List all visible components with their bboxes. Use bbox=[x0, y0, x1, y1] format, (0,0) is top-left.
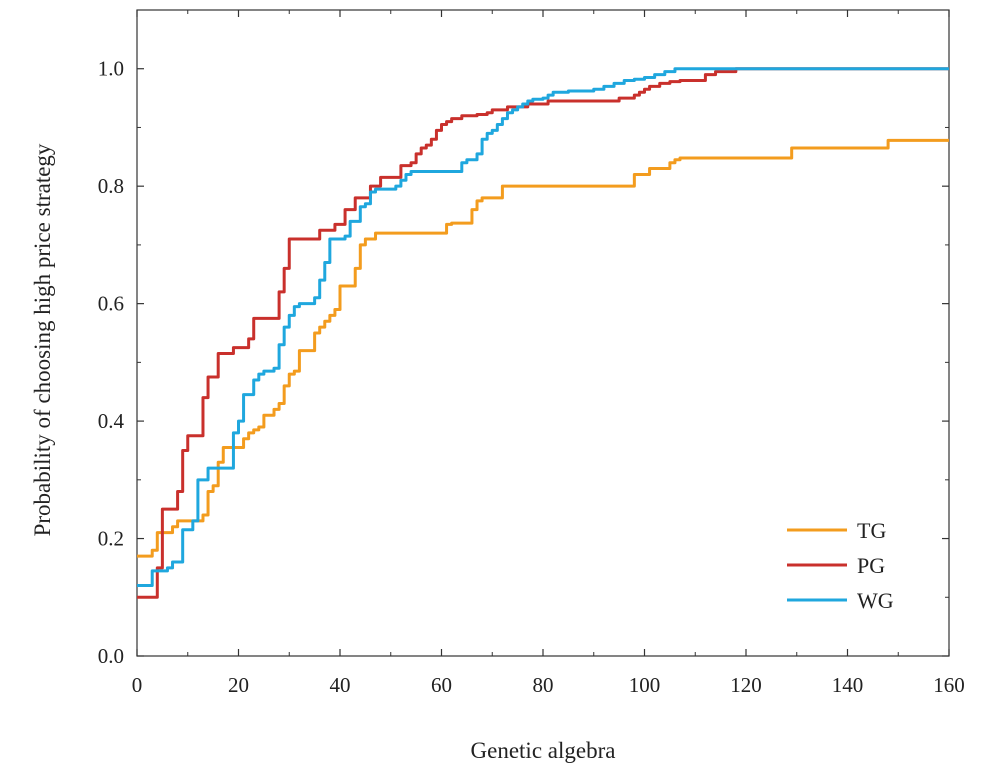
x-axis-title: Genetic algebra bbox=[471, 738, 616, 763]
x-tick-label: 20 bbox=[228, 673, 249, 697]
y-tick-label: 0.0 bbox=[98, 644, 124, 668]
y-tick-label: 0.2 bbox=[98, 527, 124, 551]
y-tick-label: 0.8 bbox=[98, 174, 124, 198]
y-tick-label: 0.4 bbox=[98, 409, 125, 433]
series-line-tg bbox=[137, 138, 949, 558]
series-lines bbox=[137, 67, 949, 599]
x-tick-label: 100 bbox=[629, 673, 661, 697]
plot-border bbox=[136, 9, 950, 657]
axis-ticks: 0 20 40 60 80 100 120 140 160 0.0 0.2 0.4 0.6 0.8 1.0 bbox=[98, 9, 965, 697]
legend-label-pg: PG bbox=[857, 553, 885, 578]
legend: TG PG WG bbox=[787, 518, 894, 613]
y-axis-title: Probability of choosing high price strat… bbox=[30, 143, 55, 536]
legend-label-wg: WG bbox=[857, 588, 894, 613]
legend-label-tg: TG bbox=[857, 518, 886, 543]
y-tick-label: 1.0 bbox=[98, 57, 124, 81]
x-tick-label: 60 bbox=[431, 673, 452, 697]
series-line-wg bbox=[137, 67, 949, 588]
x-tick-label: 140 bbox=[832, 673, 864, 697]
x-tick-label: 160 bbox=[933, 673, 965, 697]
series-line-pg bbox=[137, 67, 949, 599]
x-tick-label: 80 bbox=[533, 673, 554, 697]
x-tick-label: 0 bbox=[132, 673, 143, 697]
x-tick-label: 120 bbox=[730, 673, 762, 697]
y-tick-label: 0.6 bbox=[98, 292, 124, 316]
x-tick-label: 40 bbox=[330, 673, 351, 697]
plot-frame bbox=[136, 9, 950, 657]
